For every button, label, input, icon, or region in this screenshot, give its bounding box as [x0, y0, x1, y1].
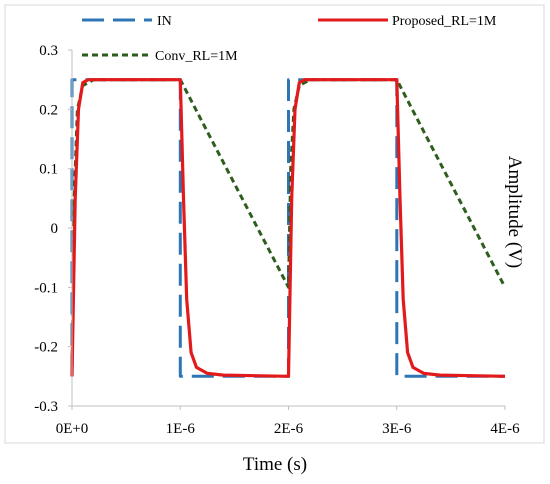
x-tick-label: 0E+0 [56, 421, 89, 437]
x-tick-label: 4E-6 [490, 421, 520, 437]
legend-label-in: IN [157, 14, 172, 29]
x-tick-label: 3E-6 [382, 421, 412, 437]
legend-label-conv: Conv_RL=1M [155, 49, 238, 64]
y-tick-label: -0.1 [34, 280, 58, 296]
x-axis-title: Time (s) [243, 454, 307, 475]
x-tick-label: 2E-6 [274, 421, 304, 437]
y-axis-title: Amplitude (V) [504, 156, 525, 268]
y-tick-label: 0 [51, 221, 59, 237]
legend-label-proposed: Proposed_RL=1M [392, 14, 497, 29]
y-tick-label: -0.3 [34, 399, 58, 415]
x-tick-label: 1E-6 [166, 421, 196, 437]
y-tick-label: 0.2 [39, 102, 58, 118]
y-tick-label: 0.1 [39, 162, 58, 178]
y-tick-label: -0.2 [34, 340, 58, 356]
y-tick-label: 0.3 [39, 43, 58, 59]
